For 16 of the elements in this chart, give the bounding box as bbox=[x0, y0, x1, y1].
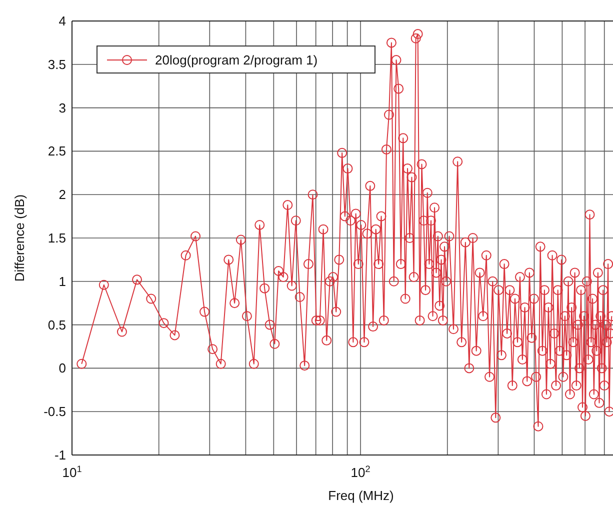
y-tick-label: 3.5 bbox=[48, 56, 66, 72]
y-tick-label: 1 bbox=[58, 274, 66, 289]
y-tick-label: 1.5 bbox=[48, 230, 66, 246]
x-tick-label: 10$^{1}$ bbox=[62, 464, 82, 480]
y-tick-label: 2 bbox=[58, 187, 66, 202]
y-tick-label: 0 bbox=[58, 360, 66, 376]
x-axis-title: Freq (MHz) bbox=[328, 488, 394, 503]
legend-label: 20log(program 2/program 1) bbox=[155, 52, 318, 68]
y-tick-label: -0.5 bbox=[44, 404, 66, 420]
y-tick-label: -1 bbox=[54, 448, 66, 462]
y-tick-label: 2.5 bbox=[48, 144, 66, 159]
y-axis-title: Difference (dB) bbox=[12, 194, 27, 282]
y-tick-label: 3 bbox=[58, 100, 66, 116]
y-tick-label: 4 bbox=[58, 14, 66, 28]
x-tick-label: 10$^{2}$ bbox=[350, 464, 370, 480]
y-tick-label: 0.5 bbox=[48, 317, 66, 332]
